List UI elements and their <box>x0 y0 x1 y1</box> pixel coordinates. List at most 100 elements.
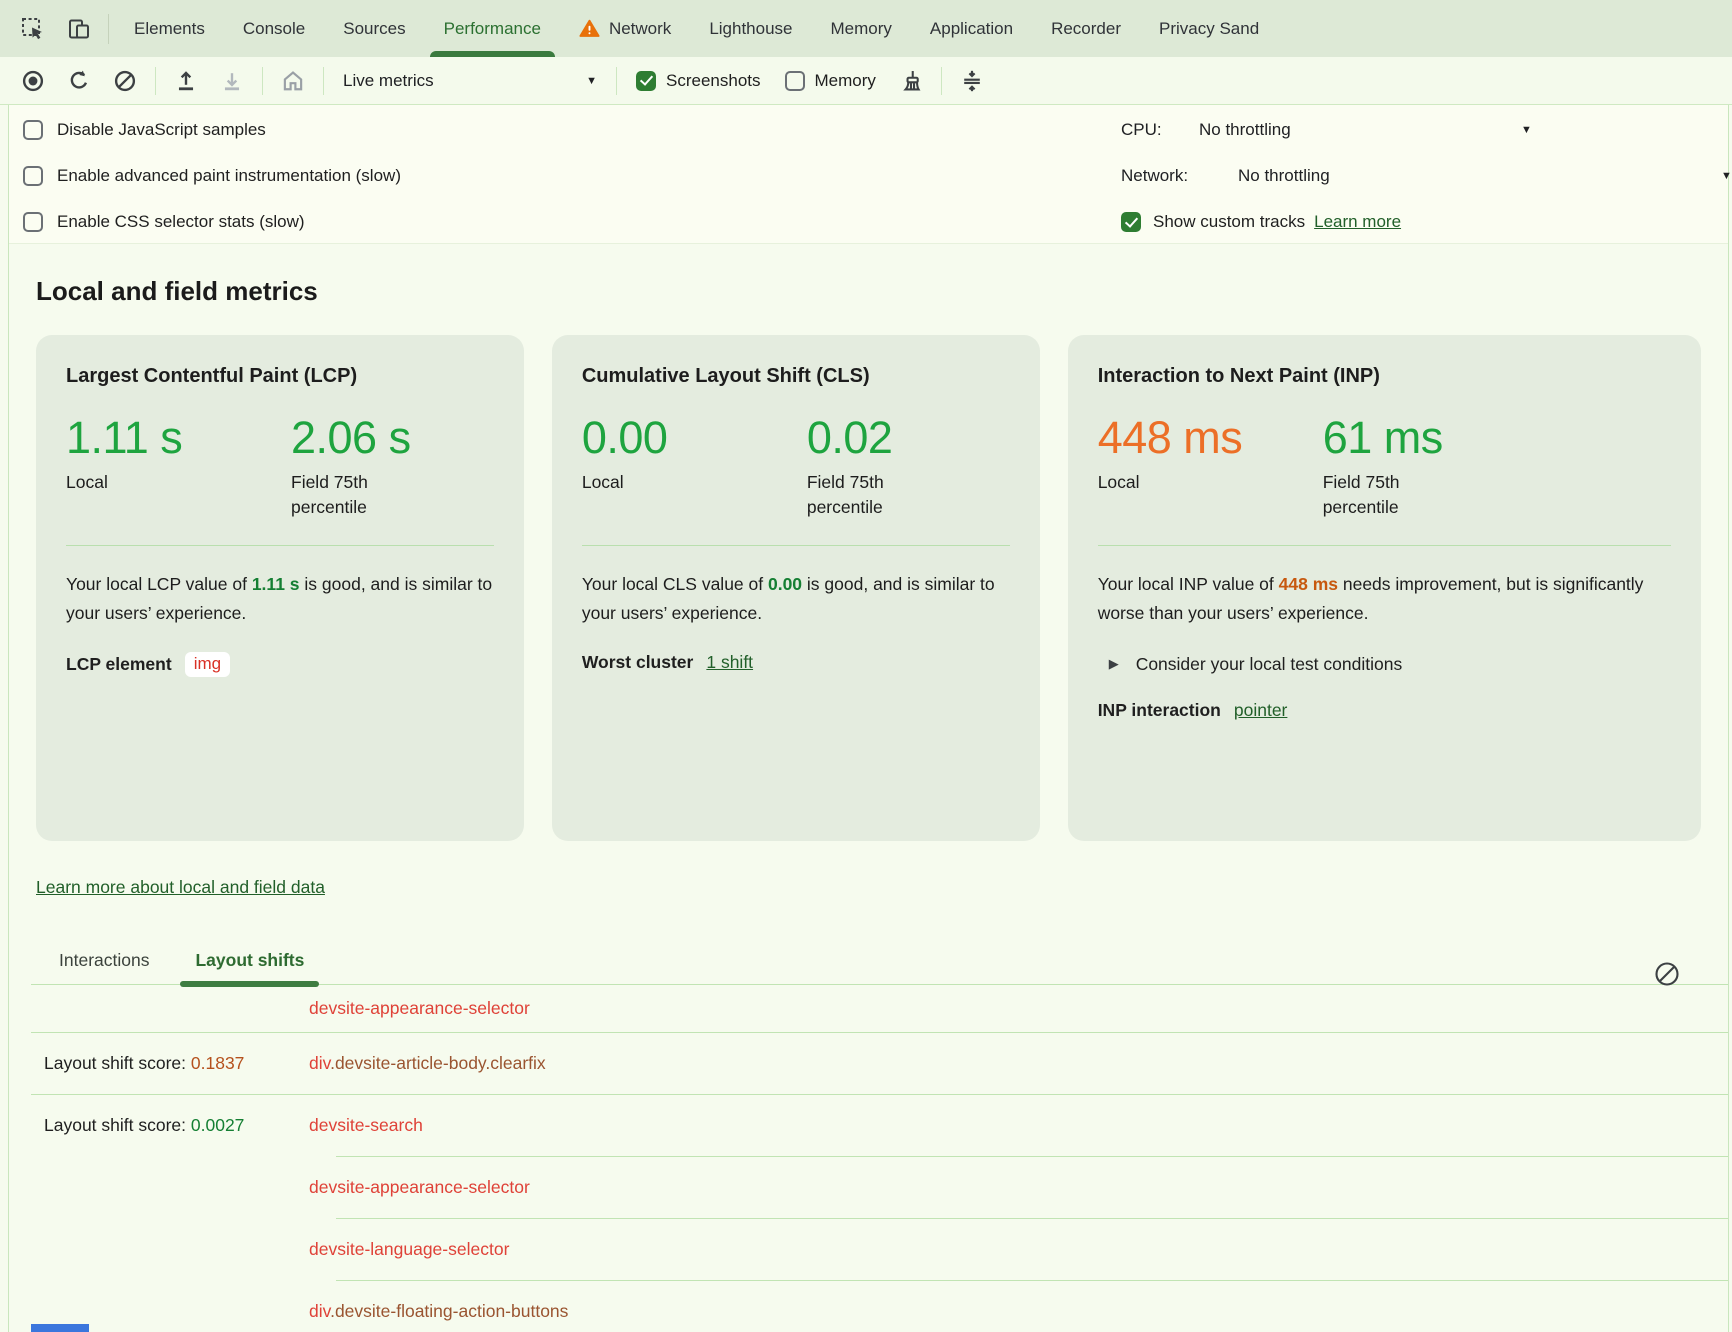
tab-layout-shifts[interactable]: Layout shifts <box>195 950 304 971</box>
collect-garbage-button[interactable] <box>888 61 934 101</box>
inspect-element-button[interactable] <box>10 6 56 52</box>
collapse-panel-button[interactable] <box>949 61 995 101</box>
tab-network[interactable]: Network <box>560 0 690 57</box>
card-divider <box>66 545 494 546</box>
back-to-live-metrics-button[interactable] <box>270 61 316 101</box>
tab-recorder[interactable]: Recorder <box>1032 0 1140 57</box>
toolbar-separator <box>323 67 324 95</box>
live-metrics-view: Local and field metrics Largest Contentf… <box>9 244 1728 1332</box>
shift-element-link[interactable]: devsite-search <box>309 1115 423 1136</box>
lcp-element-node-link[interactable]: img <box>185 652 230 677</box>
network-label: Network: <box>1121 166 1238 186</box>
shift-element-link[interactable]: div.devsite-article-body.clearfix <box>309 1053 546 1074</box>
custom-tracks-checkbox[interactable] <box>1121 212 1141 232</box>
memory-label: Memory <box>815 71 876 91</box>
network-throttling-select[interactable]: No throttling <box>1238 166 1330 186</box>
lcp-field-value: 2.06 s <box>291 414 411 461</box>
tab-interactions[interactable]: Interactions <box>59 950 149 971</box>
layout-shift-row[interactable]: devsite-appearance-selector <box>9 1157 1728 1218</box>
inp-description: Your local INP value of 448 ms needs imp… <box>1098 570 1671 627</box>
chevron-down-icon[interactable]: ▼ <box>1521 124 1532 136</box>
lcp-element-label: LCP element <box>66 654 172 675</box>
collapse-icon <box>959 68 985 94</box>
worst-cluster-link[interactable]: 1 shift <box>706 652 753 673</box>
download-icon <box>219 68 245 94</box>
chevron-down-icon[interactable]: ▼ <box>1721 170 1732 182</box>
consider-local-conditions-disclosure[interactable]: ▶ Consider your local test conditions <box>1098 654 1671 675</box>
chevron-down-icon: ▼ <box>586 75 597 87</box>
network-throttling-row: Network: No throttling ▼ <box>1121 153 1732 199</box>
tab-application[interactable]: Application <box>911 0 1032 57</box>
inp-local-value: 448 ms <box>1098 414 1323 461</box>
layout-shift-row[interactable]: devsite-language-selector <box>9 1219 1728 1280</box>
lcp-description: Your local LCP value of 1.11 s is good, … <box>66 570 494 627</box>
memory-checkbox-group[interactable]: Memory <box>773 71 888 91</box>
cls-card-title: Cumulative Layout Shift (CLS) <box>582 365 1010 388</box>
tab-console[interactable]: Console <box>224 0 324 57</box>
cls-values: 0.00 Local 0.02 Field 75th percentile <box>582 414 1010 519</box>
inp-interaction-link[interactable]: pointer <box>1234 700 1288 721</box>
broom-icon <box>898 68 924 94</box>
consider-local-conditions-label: Consider your local test conditions <box>1136 654 1403 675</box>
tab-performance[interactable]: Performance <box>425 0 560 57</box>
toolbar-separator <box>155 67 156 95</box>
clear-log-button[interactable] <box>1653 960 1681 988</box>
layout-shift-row[interactable]: Layout shift score: 0.0027 devsite-searc… <box>9 1095 1728 1156</box>
lcp-element-row: LCP element img <box>66 652 494 677</box>
lcp-local-label: Local <box>66 470 181 495</box>
tab-memory[interactable]: Memory <box>812 0 911 57</box>
lcp-card: Largest Contentful Paint (LCP) 1.11 s Lo… <box>36 335 524 841</box>
disclosure-triangle-icon: ▶ <box>1109 656 1119 672</box>
toolbar-separator <box>262 67 263 95</box>
record-and-reload-button[interactable] <box>56 61 102 101</box>
shift-element-link[interactable]: div.devsite-floating-action-buttons <box>309 1301 568 1322</box>
cls-local-label: Local <box>582 470 697 495</box>
record-button[interactable] <box>10 61 56 101</box>
cls-field-label: Field 75th percentile <box>807 470 922 519</box>
layout-shift-row[interactable]: Layout shift score: 0.1837 div.devsite-a… <box>9 1033 1728 1094</box>
performance-panel-body: Disable JavaScript samples Enable advanc… <box>8 105 1729 1332</box>
worst-cluster-label: Worst cluster <box>582 652 694 673</box>
cpu-throttling-select[interactable]: No throttling <box>1199 120 1291 140</box>
row-focus-highlight <box>31 1324 89 1332</box>
log-tabs: Interactions Layout shifts <box>59 950 1728 971</box>
performance-toolbar: Live metrics ▼ Screenshots Memory <box>0 57 1732 105</box>
learn-more-field-data-link[interactable]: Learn more about local and field data <box>36 877 325 898</box>
warning-icon <box>579 18 600 39</box>
shift-element-link[interactable]: devsite-appearance-selector <box>309 998 530 1019</box>
disable-js-samples-checkbox[interactable] <box>23 120 43 140</box>
css-selector-stats-checkbox[interactable] <box>23 212 43 232</box>
tab-privacy-sandbox[interactable]: Privacy Sand <box>1140 0 1278 57</box>
lcp-local-value: 1.11 s <box>66 414 291 461</box>
tab-lighthouse[interactable]: Lighthouse <box>690 0 811 57</box>
cls-local-value: 0.00 <box>582 414 807 461</box>
device-toolbar-icon <box>67 17 91 41</box>
cls-description: Your local CLS value of 0.00 is good, an… <box>582 570 1010 627</box>
inp-card: Interaction to Next Paint (INP) 448 ms L… <box>1068 335 1701 841</box>
custom-tracks-learn-more-link[interactable]: Learn more <box>1314 212 1401 232</box>
layout-shift-row[interactable]: div.devsite-floating-action-buttons <box>9 1281 1728 1332</box>
save-profile-button[interactable] <box>209 61 255 101</box>
cls-field-value: 0.02 <box>807 414 922 461</box>
css-selector-stats-label: Enable CSS selector stats (slow) <box>57 212 305 232</box>
shift-element-link[interactable]: devsite-appearance-selector <box>309 1177 530 1198</box>
block-icon <box>112 68 138 94</box>
local-field-metrics-heading: Local and field metrics <box>36 276 1728 307</box>
advanced-paint-checkbox[interactable] <box>23 166 43 186</box>
memory-checkbox[interactable] <box>785 71 805 91</box>
screenshots-checkbox[interactable] <box>636 71 656 91</box>
lcp-field-label: Field 75th percentile <box>291 470 406 519</box>
screenshots-checkbox-group[interactable]: Screenshots <box>624 71 773 91</box>
home-icon <box>280 68 306 94</box>
tab-elements[interactable]: Elements <box>115 0 224 57</box>
shift-score-cell: Layout shift score: 0.1837 <box>9 1053 309 1074</box>
tab-sources[interactable]: Sources <box>324 0 424 57</box>
cls-worst-cluster-row: Worst cluster 1 shift <box>582 652 1010 673</box>
load-profile-button[interactable] <box>163 61 209 101</box>
clear-button[interactable] <box>102 61 148 101</box>
layout-shift-row[interactable]: devsite-appearance-selector <box>9 985 1728 1032</box>
toolbar-separator <box>616 67 617 95</box>
device-toolbar-button[interactable] <box>56 6 102 52</box>
shift-element-link[interactable]: devsite-language-selector <box>309 1239 509 1260</box>
history-dropdown[interactable]: Live metrics ▼ <box>331 71 609 91</box>
